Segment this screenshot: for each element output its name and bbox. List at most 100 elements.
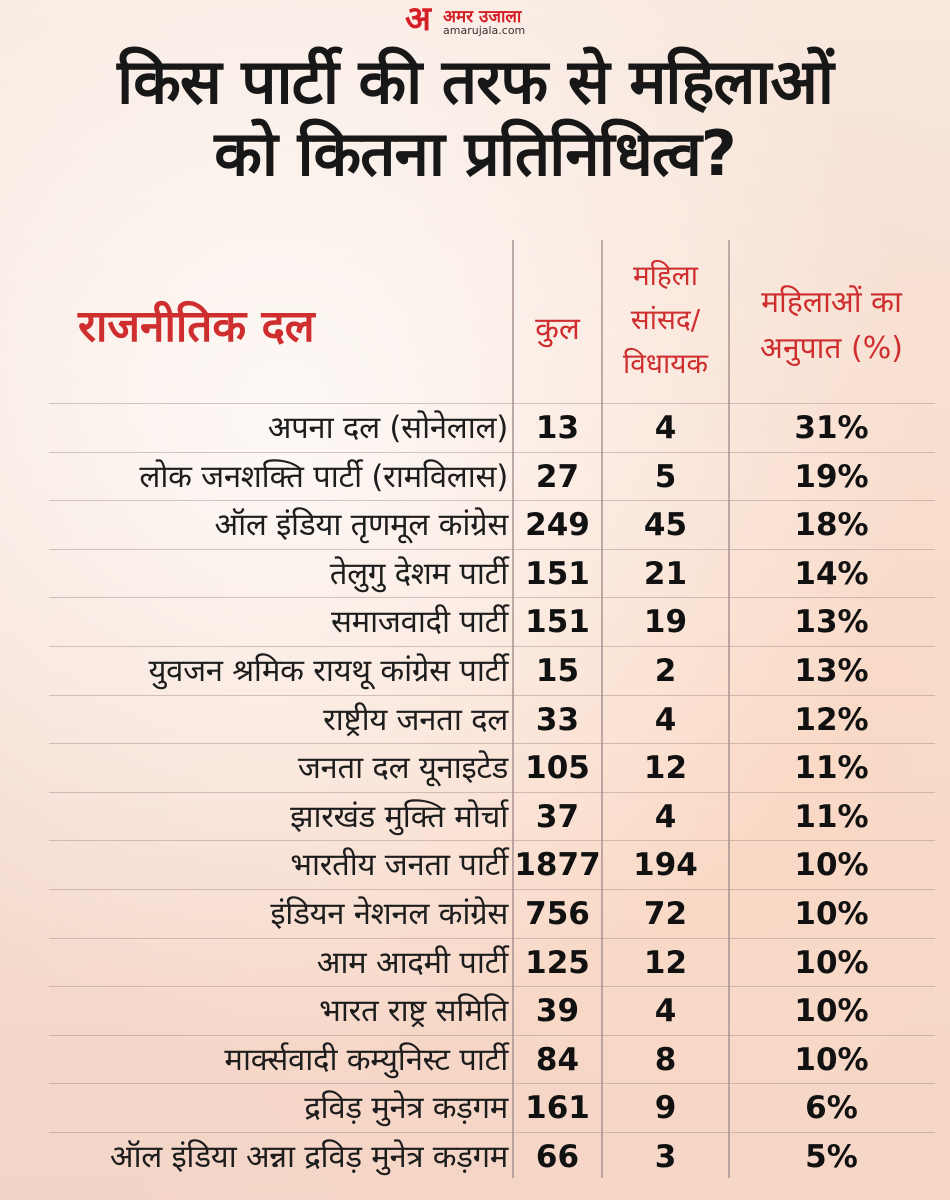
- ratio-value: 11%: [794, 798, 869, 835]
- row-separator: [49, 840, 935, 842]
- row-separator: [49, 500, 935, 502]
- party-name: झारखंड मुक्ति मोर्चा: [290, 798, 508, 835]
- party-name: ऑल इंडिया अन्ना द्रविड़ मुनेत्र कड़गम: [109, 1138, 508, 1175]
- row-separator: [49, 986, 935, 988]
- table-row: अपना दल (सोनेलाल) 13 4 31%: [0, 403, 950, 452]
- row-separator: [49, 597, 935, 599]
- total-value: 39: [535, 993, 580, 1030]
- total-value: 161: [525, 1090, 590, 1127]
- page-title: किस पार्टी की तरफ से महिलाओं को कितना प्…: [10, 46, 940, 190]
- ratio-header-line-1: महिलाओं का: [761, 285, 902, 320]
- table-row: मार्क्सवादी कम्युनिस्ट पार्टी 84 8 10%: [0, 1034, 950, 1084]
- title-line-2: को कितना प्रतिनिधित्व?: [214, 117, 737, 190]
- table-row: भारत राष्ट्र समिति 39 4 10%: [0, 986, 950, 1035]
- table-row: आम आदमी पार्टी 125 12 10%: [0, 937, 950, 987]
- party-name: जनता दल यूनाइटेड: [297, 750, 508, 787]
- party-name: भारतीय जनता पार्टी: [290, 847, 508, 884]
- ratio-value: 31%: [794, 410, 869, 446]
- column-divider-2: [601, 240, 603, 1178]
- party-name: अपना दल (सोनेलाल): [267, 410, 509, 446]
- total-column-header: कुल: [535, 311, 580, 347]
- column-divider-1: [512, 240, 514, 1178]
- women-value: 2: [654, 652, 677, 689]
- total-value: 151: [525, 555, 590, 592]
- women-value: 3: [654, 1138, 677, 1175]
- women-value: 4: [654, 993, 677, 1030]
- women-header-line-2: सांसद/: [630, 303, 701, 336]
- women-value: 12: [643, 750, 688, 787]
- table-row: झारखंड मुक्ति मोर्चा 37 4 11%: [0, 791, 950, 841]
- table-row: इंडियन नेशनल कांग्रेस 756 72 10%: [0, 888, 950, 938]
- publisher-site: amarujala.com: [443, 24, 526, 37]
- ratio-value: 10%: [794, 1041, 869, 1078]
- row-separator: [49, 888, 935, 890]
- ratio-header-line-2: अनुपात (%): [760, 331, 903, 366]
- total-value: 249: [525, 507, 590, 544]
- women-value: 12: [643, 944, 688, 981]
- women-value: 4: [654, 410, 677, 446]
- women-value: 194: [633, 847, 698, 884]
- ratio-value: 10%: [794, 895, 869, 932]
- ratio-value: 10%: [794, 993, 869, 1030]
- women-value: 5: [654, 458, 677, 495]
- party-column-header: राजनीतिक दल: [78, 301, 315, 352]
- ratio-value: 14%: [794, 555, 869, 592]
- total-value: 66: [535, 1138, 580, 1175]
- total-value: 125: [525, 944, 590, 981]
- party-name: ऑल इंडिया तृणमूल कांग्रेस: [214, 507, 508, 544]
- table-row: राष्ट्रीय जनता दल 33 4 12%: [0, 694, 950, 744]
- row-separator: [49, 403, 935, 404]
- total-value: 13: [535, 410, 580, 446]
- ratio-value: 12%: [794, 701, 869, 738]
- table-row: युवजन श्रमिक रायथू कांग्रेस पार्टी 15 2 …: [0, 645, 950, 695]
- publisher-logo-mark: अ: [405, 0, 431, 39]
- party-name: मार्क्सवादी कम्युनिस्ट पार्टी: [224, 1041, 508, 1078]
- women-value: 45: [643, 507, 688, 544]
- ratio-value: 6%: [805, 1090, 858, 1127]
- total-value: 105: [525, 750, 590, 787]
- party-name: तेलुगु देशम पार्टी: [329, 555, 509, 592]
- total-value: 37: [535, 798, 580, 835]
- party-name: आम आदमी पार्टी: [316, 944, 509, 981]
- title-line-1: किस पार्टी की तरफ से महिलाओं: [117, 45, 834, 118]
- row-separator: [49, 1034, 935, 1036]
- total-value: 1877: [514, 847, 601, 884]
- table-row: भारतीय जनता पार्टी 1877 194 10%: [0, 840, 950, 889]
- party-name: भारत राष्ट्र समिति: [319, 993, 508, 1030]
- ratio-value: 5%: [805, 1138, 858, 1175]
- ratio-value: 11%: [794, 750, 869, 787]
- total-value: 151: [525, 604, 590, 641]
- row-separator: [49, 694, 935, 696]
- column-divider-3: [728, 240, 730, 1178]
- ratio-column-header: महिलाओं का अनुपात (%): [729, 280, 934, 372]
- ratio-value: 10%: [794, 847, 869, 884]
- representation-table: अपना दल (सोनेलाल) 13 4 31% लोक जनशक्ति प…: [0, 403, 950, 1181]
- women-value: 4: [654, 798, 677, 835]
- total-value: 33: [535, 701, 580, 738]
- ratio-value: 19%: [794, 458, 869, 495]
- table-row: ऑल इंडिया तृणमूल कांग्रेस 249 45 18%: [0, 500, 950, 549]
- row-separator: [49, 548, 935, 550]
- women-value: 4: [654, 701, 677, 738]
- row-separator: [49, 743, 935, 745]
- publisher-logo: अ अमर उजाला amarujala.com: [405, 0, 555, 46]
- total-value: 756: [525, 895, 590, 932]
- party-name: समाजवादी पार्टी: [330, 604, 508, 641]
- table-row: तेलुगु देशम पार्टी 151 21 14%: [0, 548, 950, 598]
- party-name: इंडियन नेशनल कांग्रेस: [270, 895, 508, 932]
- women-count-column-header: महिला सांसद/ विधायक: [602, 254, 729, 386]
- women-value: 8: [654, 1041, 677, 1078]
- row-separator: [49, 1083, 935, 1085]
- table-row: द्रविड़ मुनेत्र कड़गम 161 9 6%: [0, 1083, 950, 1132]
- ratio-value: 10%: [794, 944, 869, 981]
- women-value: 19: [643, 604, 688, 641]
- table-row: ऑल इंडिया अन्ना द्रविड़ मुनेत्र कड़गम 66…: [0, 1131, 950, 1181]
- party-name: लोक जनशक्ति पार्टी (रामविलास): [139, 458, 508, 495]
- ratio-value: 18%: [794, 507, 869, 544]
- publisher-name: अमर उजाला: [443, 7, 522, 27]
- row-separator: [49, 937, 935, 939]
- ratio-value: 13%: [794, 652, 869, 689]
- women-header-line-3: विधायक: [622, 347, 709, 380]
- table-row: लोक जनशक्ति पार्टी (रामविलास) 27 5 19%: [0, 451, 950, 501]
- row-separator: [49, 451, 935, 453]
